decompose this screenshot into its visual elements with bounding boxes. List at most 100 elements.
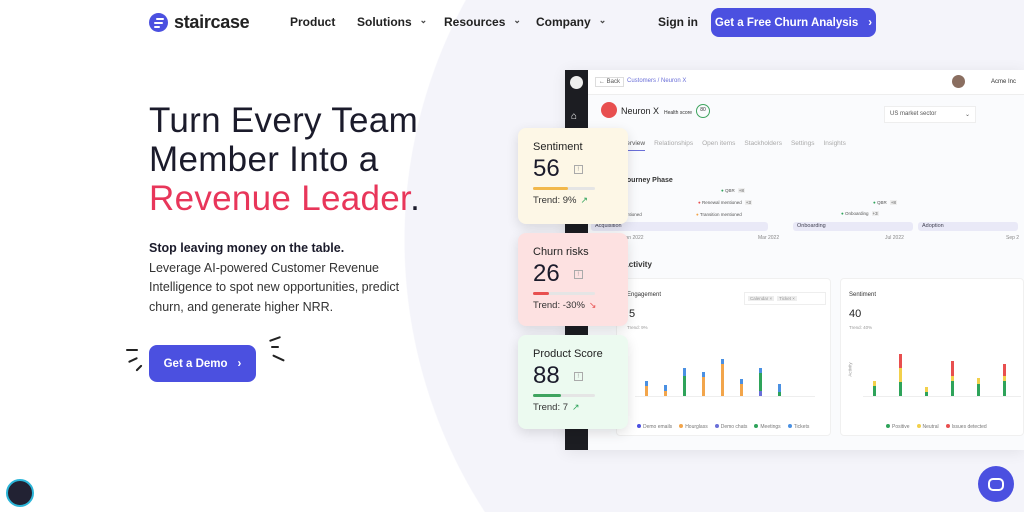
legend-item: Demo chats xyxy=(715,424,748,430)
staircase-logo-icon xyxy=(149,13,168,32)
date-label: Jan 2022 xyxy=(623,235,644,241)
tab-insights[interactable]: Insights xyxy=(823,140,846,147)
journey-phase[interactable]: Adoption xyxy=(918,222,1018,231)
card-value-row: 26! xyxy=(533,260,628,288)
dashboard-preview: ⌂ ← Back Customers / Neuron X Acme Inc N… xyxy=(565,70,1024,450)
get-demo-button[interactable]: Get a Demo › xyxy=(149,345,256,382)
headline-period: . xyxy=(410,179,421,218)
nav-label: Solutions xyxy=(357,15,412,29)
journey-event[interactable]: ● Onboarding +3 xyxy=(841,211,879,216)
journey-event[interactable]: ● Transition mentioned xyxy=(696,212,742,217)
event-dot-icon: ● xyxy=(873,200,877,205)
bar-segment xyxy=(1003,381,1006,396)
event-label: Renewal mentioned xyxy=(701,200,742,205)
nav-product[interactable]: Product xyxy=(290,15,335,29)
bar-segment xyxy=(721,364,724,396)
tab-settings[interactable]: Settings xyxy=(790,140,815,147)
panel-title: Sentiment xyxy=(849,292,877,298)
info-icon[interactable]: ! xyxy=(573,269,583,279)
accessibility-widget-button[interactable] xyxy=(6,479,34,507)
tab-stackholders[interactable]: Stackholders xyxy=(744,140,782,147)
button-label: Get a Free Churn Analysis xyxy=(714,16,859,29)
filter-chip[interactable]: Calendar × xyxy=(748,296,775,301)
legend-item: Tickets xyxy=(788,424,810,430)
trend-text: Trend: 7 xyxy=(533,402,569,413)
bar-segment xyxy=(683,376,686,396)
event-count: +8 xyxy=(889,200,897,205)
engagement-trend: Trend: 9% xyxy=(627,325,648,330)
select-value: US market sector xyxy=(890,111,937,117)
journey-phase[interactable]: Onboarding xyxy=(793,222,913,231)
breadcrumb[interactable]: Customers / Neuron X xyxy=(627,78,687,84)
chevron-right-icon: › xyxy=(868,16,873,29)
company-name: Neuron X xyxy=(621,106,660,116)
health-score: 80 xyxy=(696,104,710,118)
hero-body: Leverage AI-powered Customer Revenue Int… xyxy=(149,260,400,314)
sign-in-link[interactable]: Sign in xyxy=(658,15,698,29)
card-progress xyxy=(533,187,595,190)
info-icon[interactable]: ! xyxy=(573,371,583,381)
nav-label: Company xyxy=(536,15,591,29)
event-dot-icon: ● xyxy=(698,200,702,205)
bar-segment xyxy=(664,391,667,396)
y-axis-label: Activity xyxy=(847,362,853,377)
bar-segment xyxy=(759,368,762,373)
legend-item: Positive xyxy=(886,424,910,430)
bar-segment xyxy=(645,381,648,386)
chevron-down-icon: ⌄ xyxy=(598,15,607,25)
date-label: Jul 2022 xyxy=(885,235,904,241)
legend-item: Meetings xyxy=(754,424,780,430)
app-main: ← Back Customers / Neuron X Acme Inc Neu… xyxy=(588,70,1024,450)
bar-segment xyxy=(951,361,954,376)
bar-segment xyxy=(664,385,667,391)
bar-segment xyxy=(925,387,928,392)
trend-text: Trend: -30% xyxy=(533,300,585,311)
bar-segment xyxy=(702,372,705,377)
brand-logo[interactable]: staircase xyxy=(149,12,250,33)
tab-relationships[interactable]: Relationships xyxy=(654,140,694,147)
headline-accent: Revenue Leader xyxy=(149,179,411,218)
journey-event[interactable]: ● Renewal mentioned +3 xyxy=(698,200,752,205)
bar-segment xyxy=(778,392,781,396)
journey-phase[interactable]: Acquisition xyxy=(591,222,768,231)
bar-segment xyxy=(951,376,954,381)
nav-resources[interactable]: Resources ⌄ xyxy=(444,15,521,29)
bar-segment xyxy=(1003,376,1006,381)
tab-overview[interactable]: Overview xyxy=(618,140,646,151)
company-logo-icon xyxy=(601,102,617,118)
chat-button[interactable] xyxy=(978,466,1014,502)
avatar[interactable] xyxy=(952,75,965,88)
chat-bubble-icon xyxy=(988,477,1004,491)
date-label: Mar 2022 xyxy=(758,235,780,241)
back-button[interactable]: ← Back xyxy=(595,77,625,87)
engagement-panel: Engagement 5 Trend: 9% Calendar × Ticket… xyxy=(616,278,831,436)
button-label: Get a Demo xyxy=(163,357,228,370)
nav-solutions[interactable]: Solutions ⌄ xyxy=(357,15,427,29)
journey-event[interactable]: ● QBR +8 xyxy=(873,200,897,205)
tab-open-items[interactable]: Open items xyxy=(702,140,736,147)
free-churn-analysis-button[interactable]: Get a Free Churn Analysis › xyxy=(711,8,876,37)
chevron-down-icon: ⌄ xyxy=(513,15,521,25)
bar-segment xyxy=(759,391,762,396)
headline-line: Turn Every Team xyxy=(149,101,419,140)
panel-title: Engagement xyxy=(627,292,662,298)
bar-segment xyxy=(645,386,648,396)
metric-card: Product Score 88! Trend: 7 ↗ xyxy=(518,335,628,429)
bar-segment xyxy=(740,379,743,384)
bar-segment xyxy=(977,378,980,384)
event-label: Onboarding xyxy=(844,211,869,216)
journey-event[interactable]: ● QBR +8 xyxy=(721,188,745,193)
activity-title: Activity xyxy=(623,260,652,269)
sentiment-value: 40 xyxy=(849,308,862,320)
bar-segment xyxy=(778,384,781,392)
card-progress xyxy=(533,394,595,397)
info-icon[interactable]: ! xyxy=(573,164,583,174)
nav-company[interactable]: Company ⌄ xyxy=(536,15,606,29)
filter-chip[interactable]: Ticket × xyxy=(777,296,797,301)
sentiment-chart xyxy=(863,345,1021,397)
event-dot-icon: ● xyxy=(721,188,725,193)
headline-line: Member Into a xyxy=(149,140,379,179)
filter-input[interactable]: Calendar × Ticket × xyxy=(744,292,826,305)
sector-select[interactable]: US market sector ⌄ xyxy=(884,106,976,123)
health-label: Health score xyxy=(664,110,693,116)
